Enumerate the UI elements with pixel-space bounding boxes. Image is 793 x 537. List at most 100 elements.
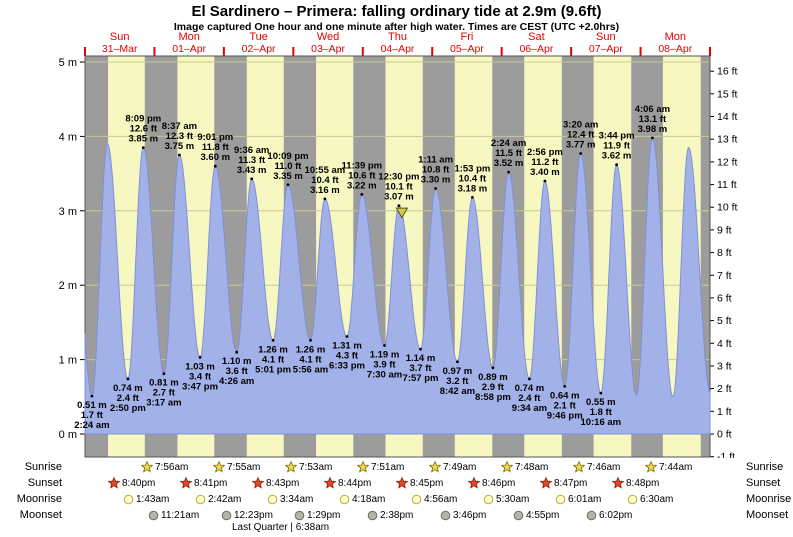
sunrise-time: 7:49am <box>443 461 477 473</box>
day-name: Tue <box>249 31 268 43</box>
svg-text:9:36 am: 9:36 am <box>234 145 269 156</box>
day-date: 07–Apr <box>589 43 623 55</box>
high-tide-point <box>434 187 437 190</box>
moonrise-circle-icon <box>411 494 422 504</box>
day-date: 04–Apr <box>381 43 415 55</box>
y-axis-right-label: 0 ft <box>717 429 732 441</box>
sunrise-star-icon <box>429 461 441 473</box>
svg-text:9:34 am: 9:34 am <box>512 403 547 414</box>
high-tide-point <box>178 153 181 157</box>
svg-text:8:09 pm: 8:09 pm <box>125 114 161 125</box>
sunrise-time: 7:44am <box>659 461 693 473</box>
y-axis-right-label: 14 ft <box>717 111 738 123</box>
sunset-time: 8:48pm <box>626 477 660 489</box>
sunrise-star-icon <box>285 461 297 473</box>
svg-text:8:58 pm: 8:58 pm <box>475 392 511 403</box>
day-name: Sun <box>110 31 130 43</box>
svg-text:3.4 ft: 3.4 ft <box>189 371 212 382</box>
y-axis-right-label: 15 ft <box>717 88 738 100</box>
svg-text:10.1 ft: 10.1 ft <box>385 182 413 193</box>
y-axis-left-label: 5 m <box>59 57 77 69</box>
svg-text:0.74 m: 0.74 m <box>113 383 143 394</box>
sunrise-star-icon <box>501 461 513 473</box>
day-name: Sun <box>596 31 616 43</box>
high-tide-point <box>543 179 547 183</box>
low-tide-point <box>162 372 166 376</box>
sunrise-entry: 7:49am <box>429 460 476 474</box>
svg-text:3.18 m: 3.18 m <box>458 183 488 194</box>
svg-text:1.14 m: 1.14 m <box>406 353 436 364</box>
y-axis-right-label: 4 ft <box>717 338 732 350</box>
y-axis-left-label: 1 m <box>59 355 77 367</box>
low-tide-label: 0.51 m1.7 ft2:24 am <box>74 400 109 431</box>
sunrise-time: 7:55am <box>227 461 261 473</box>
high-tide-point <box>579 152 583 155</box>
moonrise-entry: 4:56am <box>411 492 457 506</box>
svg-text:6:33 pm: 6:33 pm <box>329 361 365 372</box>
moonrise-label-left: Moonrise <box>16 493 62 505</box>
sunset-entry: 8:46pm <box>468 476 515 490</box>
sunrise-time: 7:56am <box>155 461 189 473</box>
sunset-star-icon <box>180 477 192 489</box>
svg-text:2:50 pm: 2:50 pm <box>110 403 146 414</box>
sunrise-entry: 7:55am <box>213 460 260 474</box>
moonset-time: 6:02pm <box>599 509 633 521</box>
low-tide-point <box>271 338 275 342</box>
page-subtitle: Image captured One hour and one minute a… <box>173 21 620 33</box>
svg-text:10.8 ft: 10.8 ft <box>422 165 450 176</box>
sunset-star-icon <box>108 477 120 489</box>
svg-text:3.7 ft: 3.7 ft <box>409 363 432 374</box>
moonset-time: 3:46pm <box>453 509 487 521</box>
moonset-circle-icon <box>440 510 451 520</box>
y-axis-right-label: 10 ft <box>717 202 738 214</box>
moonrise-entry: 6:30am <box>627 492 673 506</box>
y-axis-right-label: 11 ft <box>717 179 737 191</box>
moonset-time: 1:29pm <box>307 509 341 521</box>
y-axis-right-label: 7 ft <box>717 270 732 282</box>
y-axis-right-label: 3 ft <box>717 361 732 373</box>
day-date: 31–Mar <box>102 43 138 55</box>
moonrise-circle-icon <box>123 494 134 504</box>
svg-text:3:44 pm: 3:44 pm <box>599 131 635 142</box>
moonset-time: 4:55pm <box>526 509 560 521</box>
svg-text:3.60 m: 3.60 m <box>201 152 231 163</box>
sunset-entry: 8:47pm <box>540 476 587 490</box>
y-axis-right-label: 13 ft <box>717 134 738 146</box>
svg-text:4.3 ft: 4.3 ft <box>336 351 359 362</box>
sunrise-time: 7:46am <box>587 461 621 473</box>
sunrise-time: 7:53am <box>299 461 333 473</box>
sunrise-time: 7:51am <box>371 461 405 473</box>
svg-text:10:09 pm: 10:09 pm <box>267 151 308 162</box>
svg-text:1.31 m: 1.31 m <box>332 341 362 352</box>
sunrise-star-icon <box>573 461 585 473</box>
svg-text:11.9 ft: 11.9 ft <box>603 141 631 152</box>
high-tide-point <box>360 193 364 196</box>
moonrise-circle-icon <box>627 494 638 504</box>
sunset-row: Sunset Sunset 8:40pm 8:41pm 8:43pm 8:44pm 8:45… <box>0 476 793 492</box>
low-tide-point <box>491 366 495 370</box>
sunset-time: 8:44pm <box>338 477 372 489</box>
moonset-time: 11:21am <box>161 509 200 521</box>
sunset-entry: 8:41pm <box>180 476 227 490</box>
day-date: 05–Apr <box>450 43 484 55</box>
moonrise-entry: 5:30am <box>483 492 529 506</box>
high-tide-point <box>471 196 474 199</box>
svg-text:11.2 ft: 11.2 ft <box>531 157 559 168</box>
sunset-star-icon <box>396 477 408 489</box>
low-tide-point <box>563 385 567 388</box>
moonset-entry: 3:46pm <box>440 508 486 522</box>
tide-chart: 0 m 1 m 2 m 3 m 4 m 5 m -1 ft 0 ft 1 ft 2 ft 3 ft 4… <box>59 31 738 458</box>
moonrise-time: 5:30am <box>496 493 530 505</box>
moonrise-time: 4:18am <box>352 493 386 505</box>
plot-frame <box>84 55 711 458</box>
moonset-time: 12:23pm <box>234 509 273 521</box>
